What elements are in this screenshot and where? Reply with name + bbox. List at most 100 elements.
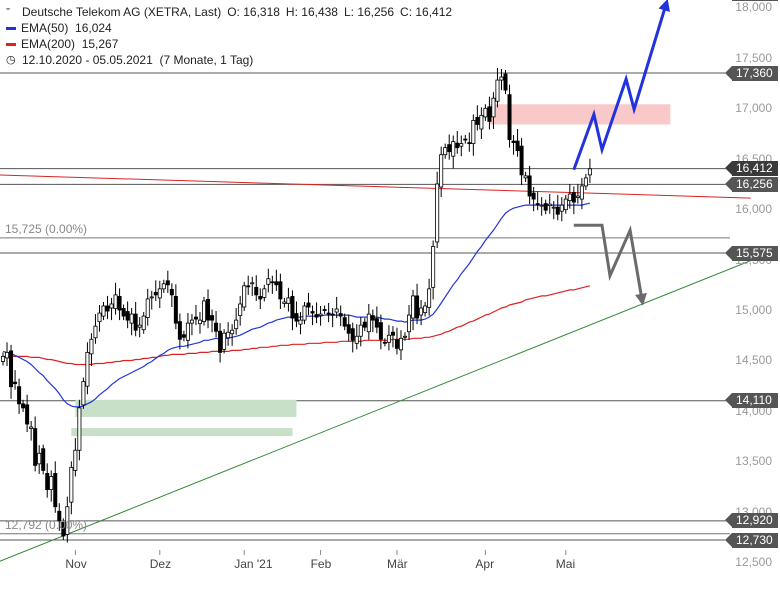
legend-close-label: C: (400, 5, 413, 19)
resistance-zone (489, 104, 671, 125)
price-level-badge: 16,256 (725, 176, 778, 192)
x-tick-label: Jan '21 (234, 557, 273, 571)
y-tick-label: 16,000 (735, 202, 772, 217)
badge-pointer (725, 161, 732, 176)
grid-layer (0, 72, 730, 555)
candle-down (519, 145, 524, 176)
scenario-arrow-layer (572, 0, 670, 306)
candle-down (290, 296, 295, 319)
candle-down (515, 140, 520, 152)
candle-up (559, 204, 564, 212)
candle-down (475, 116, 480, 125)
candle-up (587, 168, 592, 176)
candle-up (431, 246, 436, 288)
clock-icon: ◷ (6, 54, 16, 66)
candle-up (427, 288, 432, 308)
candle-down (105, 305, 110, 312)
candle-up (318, 313, 323, 316)
candle-up (93, 325, 98, 339)
candlestick-icon: 𝄻 (6, 6, 11, 18)
candle-down (117, 296, 122, 311)
zone-layer (71, 104, 671, 437)
candle-down (13, 381, 18, 385)
y-tick-label: 17,500 (735, 50, 772, 65)
x-tick-label: Mär (386, 557, 408, 571)
candle-up (222, 332, 227, 350)
candle-up (101, 305, 106, 317)
candle-down (571, 192, 576, 203)
candle-up (407, 314, 412, 333)
candle-down (310, 311, 315, 314)
legend-ema200-label: EMA(200) (21, 37, 76, 51)
legend-open: 16,318 (243, 5, 280, 19)
candle-down (487, 106, 492, 122)
badge-pointer (725, 532, 732, 547)
candle-down (173, 296, 178, 324)
candle-down (177, 321, 182, 340)
candle-up (499, 76, 504, 81)
candle-up (81, 381, 86, 406)
price-level-badge: 17,360 (725, 65, 778, 81)
candle-up (354, 335, 359, 344)
candle-down (254, 286, 259, 296)
candle-up (366, 313, 371, 333)
legend-open-label: O: (227, 5, 240, 19)
candle-up (575, 195, 580, 198)
legend-period: 12.10.2020 - 05.05.2021 (22, 53, 153, 67)
ema50-swatch (6, 26, 16, 30)
candle-down (53, 473, 58, 508)
candle-down (41, 448, 46, 471)
candle-up (234, 319, 239, 330)
candle-up (479, 114, 484, 130)
legend-low: 16,256 (357, 5, 395, 19)
price-level-badge: 14,110 (725, 393, 778, 409)
badge-pointer (725, 513, 732, 528)
candle-up (157, 288, 162, 299)
candle-down (306, 302, 311, 308)
candle-down (507, 94, 512, 140)
candle-down (531, 192, 536, 200)
candle-down (555, 206, 560, 215)
candle-down (274, 281, 279, 286)
legend-close: 16,412 (415, 5, 453, 19)
legend-period-row: ◷ 12.10.2020 - 05.05.2021 (7 Monate, 1 T… (6, 52, 452, 68)
green-trend-line (0, 260, 751, 562)
candle-up (423, 305, 428, 313)
candle-down (133, 313, 138, 331)
candle-up (435, 183, 440, 243)
candle-down (33, 428, 38, 466)
candle-down (322, 309, 327, 311)
candle-down (25, 404, 30, 425)
candle-up (491, 97, 496, 118)
chart-legend: 𝄻 Deutsche Telekom AG (XETRA, Last) O: 1… (6, 4, 452, 68)
candle-up (185, 322, 190, 341)
candle-up (358, 324, 363, 337)
candle-down (17, 386, 22, 405)
badge-pointer (725, 393, 732, 408)
candle-down (503, 73, 508, 91)
badge-pointer (725, 245, 732, 260)
candle-down (125, 311, 130, 321)
candle-up (286, 297, 291, 304)
candle-down (362, 321, 367, 328)
candle-up (5, 351, 10, 359)
candle-down (57, 510, 62, 522)
candle-down (210, 315, 215, 321)
support-zone (75, 399, 297, 417)
candle-up (0, 356, 6, 362)
candle-down (415, 295, 420, 319)
candle-down (463, 138, 468, 141)
candle-down (165, 280, 170, 286)
legend-ema50-value: 16,024 (75, 21, 112, 35)
candle-down (9, 350, 14, 388)
candle-up (250, 282, 255, 285)
candle-up (141, 315, 146, 331)
candle-up (201, 300, 206, 323)
candle-up (443, 147, 448, 156)
badge-pointer (725, 176, 732, 191)
candle-up (266, 278, 271, 285)
legend-ema50-label: EMA(50) (21, 21, 69, 35)
candle-up (189, 319, 194, 324)
candle-up (89, 338, 94, 355)
